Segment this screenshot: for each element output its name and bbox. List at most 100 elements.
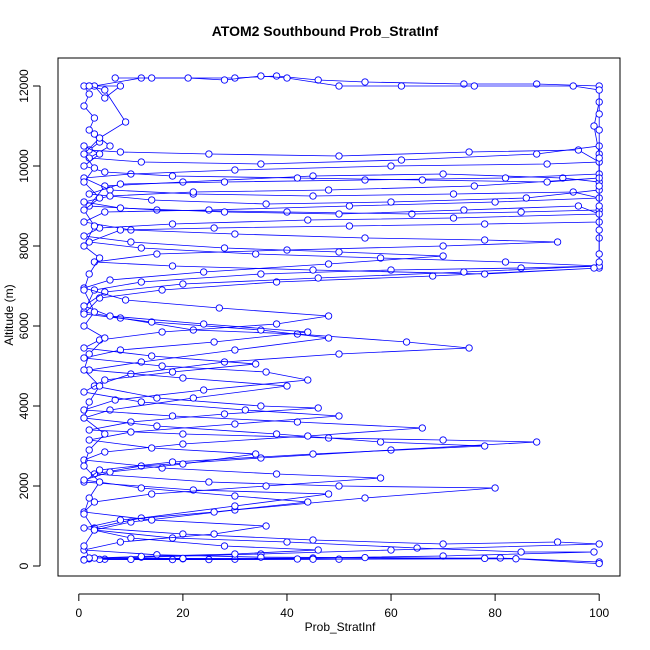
data-point bbox=[335, 152, 343, 160]
data-point bbox=[314, 274, 322, 282]
data-point bbox=[106, 192, 114, 200]
data-point bbox=[101, 168, 109, 176]
data-point bbox=[127, 428, 135, 436]
data-point bbox=[200, 268, 208, 276]
data-point bbox=[189, 394, 197, 402]
series-line bbox=[115, 75, 600, 269]
data-point bbox=[220, 76, 229, 84]
data-point bbox=[80, 414, 88, 422]
data-point bbox=[376, 474, 385, 482]
data-point bbox=[231, 492, 239, 500]
data-point bbox=[220, 244, 229, 252]
data-point bbox=[184, 74, 192, 82]
data-point bbox=[324, 186, 333, 194]
data-point bbox=[345, 222, 354, 230]
data-point bbox=[595, 226, 603, 234]
data-point bbox=[101, 376, 109, 384]
data-point bbox=[595, 258, 603, 266]
series-2 bbox=[80, 82, 603, 568]
data-point bbox=[376, 254, 385, 262]
data-point bbox=[90, 222, 99, 230]
data-point bbox=[460, 268, 468, 276]
data-point bbox=[595, 126, 603, 134]
data-point bbox=[85, 398, 93, 406]
data-point bbox=[481, 270, 489, 278]
data-point bbox=[309, 536, 317, 544]
data-point bbox=[85, 426, 93, 434]
data-point bbox=[491, 484, 499, 492]
y-tick-label: 12000 bbox=[17, 69, 31, 103]
data-point bbox=[335, 350, 343, 358]
data-point bbox=[80, 178, 88, 186]
data-point bbox=[418, 176, 426, 184]
data-point bbox=[106, 468, 114, 476]
data-point bbox=[272, 430, 281, 438]
data-point bbox=[210, 224, 218, 232]
data-point bbox=[106, 142, 114, 150]
data-point bbox=[116, 226, 125, 234]
data-point bbox=[324, 490, 333, 498]
data-point bbox=[106, 276, 114, 284]
data-point bbox=[127, 418, 135, 426]
data-point bbox=[189, 188, 197, 196]
data-point bbox=[210, 508, 218, 516]
data-point bbox=[595, 110, 603, 118]
data-point bbox=[95, 150, 104, 158]
data-point bbox=[517, 208, 525, 216]
data-point bbox=[252, 360, 260, 368]
data-point bbox=[231, 74, 239, 82]
data-point bbox=[257, 270, 265, 278]
data-point bbox=[137, 244, 145, 252]
data-point bbox=[85, 270, 93, 278]
data-point bbox=[491, 198, 499, 206]
data-point bbox=[148, 74, 156, 82]
data-point bbox=[101, 430, 109, 438]
series-4 bbox=[80, 142, 603, 564]
data-point bbox=[257, 72, 265, 80]
data-point bbox=[80, 354, 88, 362]
data-point bbox=[257, 160, 265, 168]
data-point bbox=[481, 442, 489, 450]
data-point bbox=[304, 328, 312, 336]
data-point bbox=[481, 554, 489, 563]
data-point bbox=[533, 150, 541, 158]
data-point bbox=[168, 412, 177, 420]
data-point bbox=[335, 248, 343, 256]
data-point bbox=[408, 210, 416, 218]
data-point bbox=[137, 158, 145, 166]
data-point bbox=[387, 546, 395, 554]
y-tick-label: 10000 bbox=[17, 149, 31, 183]
data-point bbox=[137, 398, 145, 406]
data-point bbox=[231, 502, 239, 510]
data-point bbox=[283, 208, 291, 216]
data-point bbox=[460, 206, 468, 214]
data-point bbox=[127, 238, 135, 246]
data-point bbox=[127, 555, 135, 564]
y-tick-label: 2000 bbox=[17, 472, 31, 499]
data-point bbox=[553, 238, 562, 246]
data-point bbox=[361, 234, 369, 242]
data-point bbox=[80, 102, 88, 110]
data-point bbox=[590, 548, 598, 556]
data-point bbox=[465, 148, 473, 156]
data-point bbox=[595, 86, 603, 94]
data-point bbox=[85, 90, 93, 98]
data-point bbox=[283, 382, 291, 390]
data-point bbox=[402, 338, 411, 346]
data-point bbox=[116, 82, 125, 90]
data-point bbox=[80, 162, 88, 170]
data-point bbox=[595, 250, 603, 258]
data-point bbox=[80, 242, 88, 250]
data-point bbox=[559, 174, 567, 182]
data-point bbox=[324, 312, 333, 320]
data-point bbox=[439, 436, 447, 444]
data-point bbox=[153, 250, 161, 258]
data-point bbox=[595, 540, 603, 548]
data-point bbox=[595, 154, 603, 162]
data-point bbox=[106, 312, 114, 320]
data-point bbox=[512, 555, 520, 563]
data-point bbox=[569, 82, 577, 90]
data-point bbox=[80, 388, 88, 396]
data-point bbox=[179, 430, 187, 438]
